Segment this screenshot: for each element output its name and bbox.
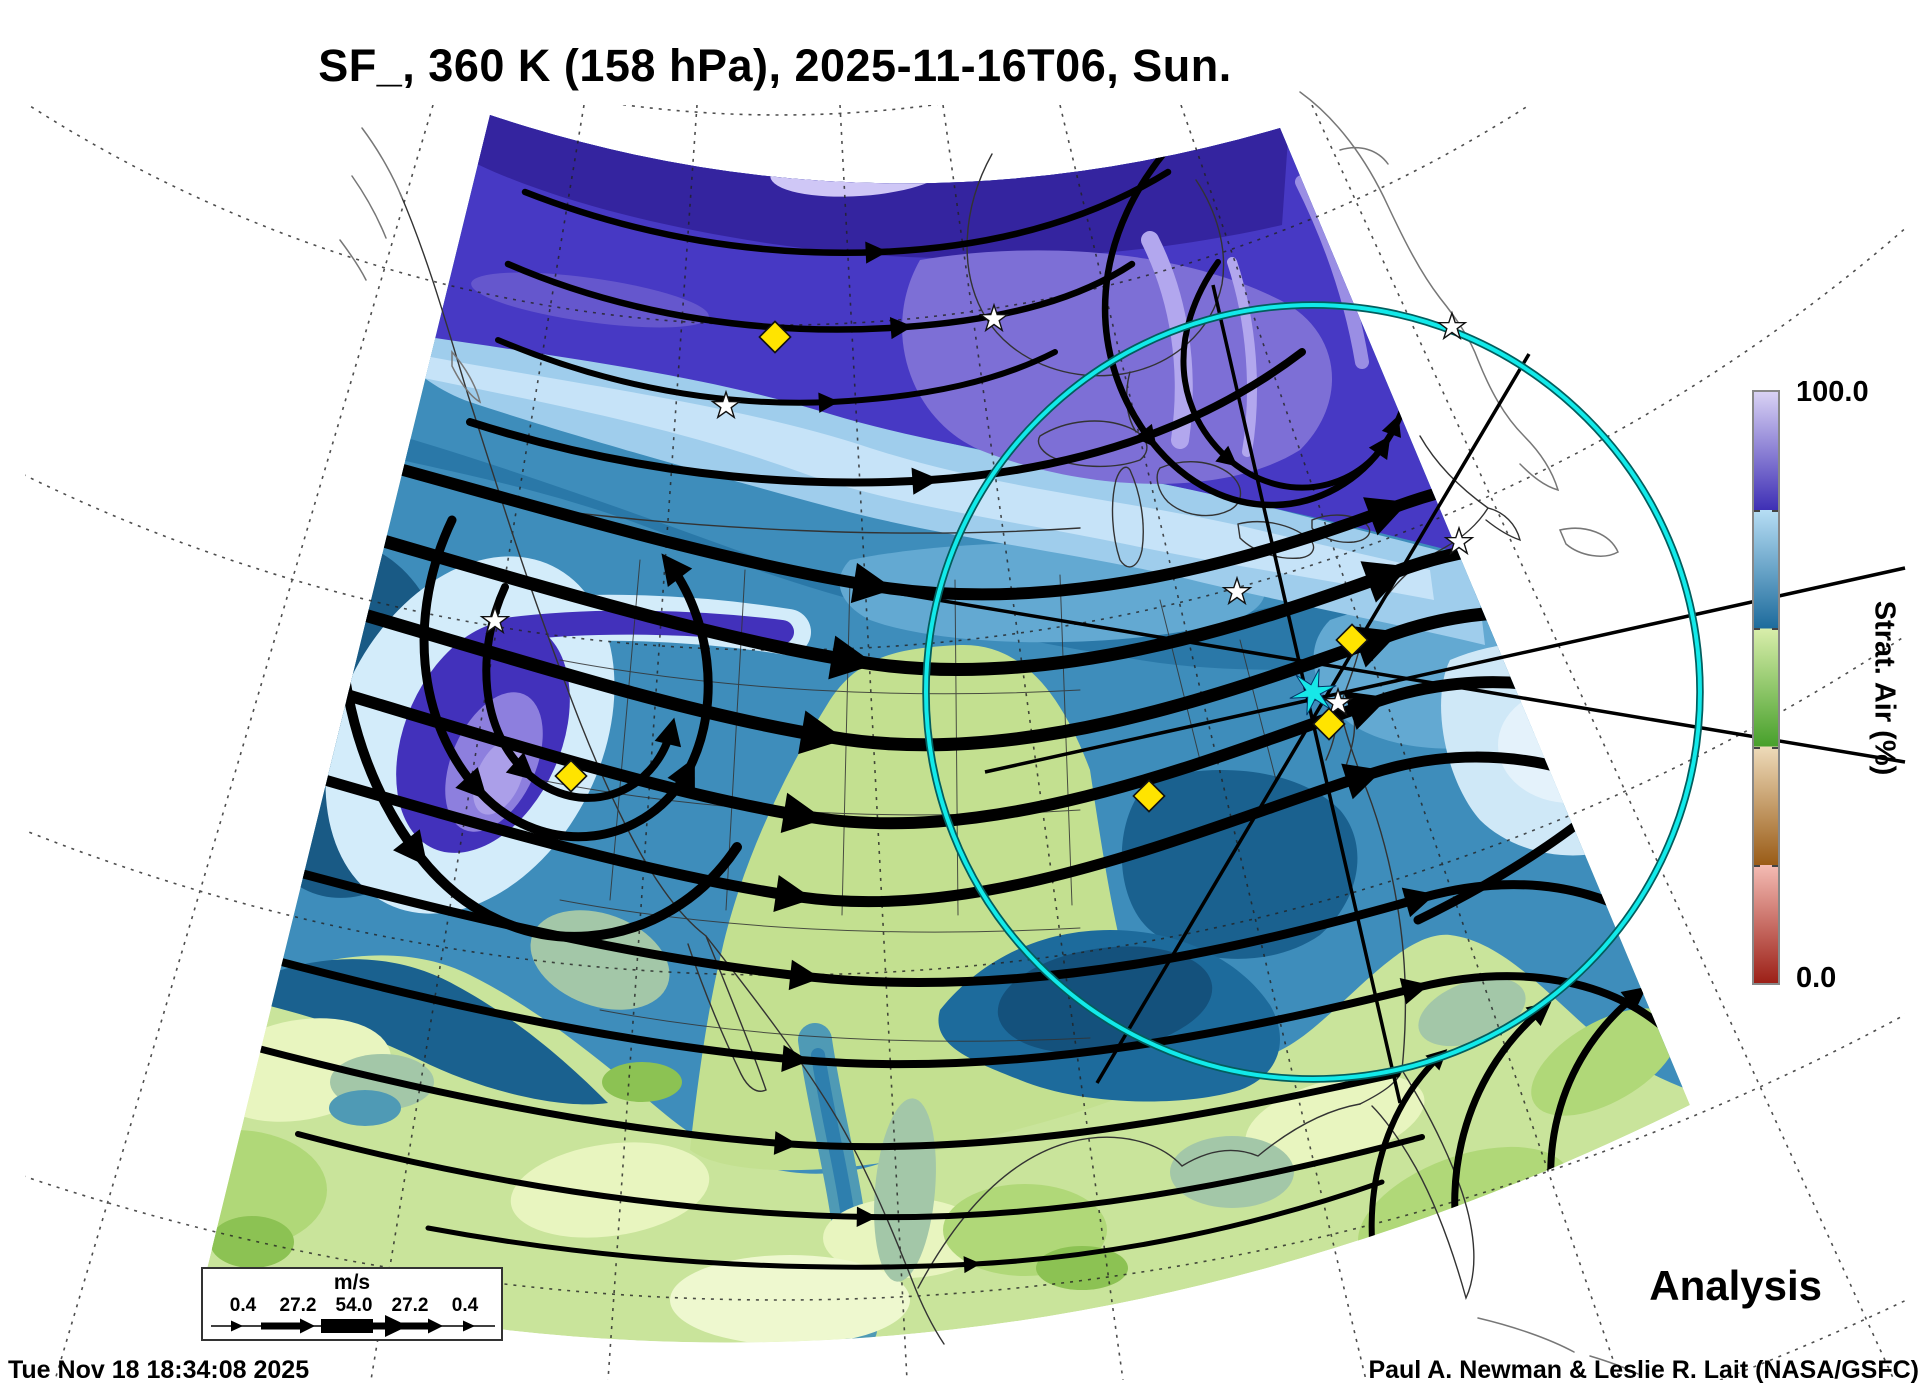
streamline — [211, 1033, 1401, 1155]
range-circle — [924, 303, 1702, 1081]
fill-green-bright-5 — [670, 1255, 910, 1343]
city-star-marker — [1443, 525, 1475, 556]
streamline-cutoff-low — [419, 515, 713, 842]
streamline-jet — [229, 748, 1690, 913]
balloon-center-star-marker — [1289, 668, 1337, 716]
fill-teal-spot-2 — [1509, 1215, 1587, 1261]
fill-green-dark-4 — [602, 1062, 682, 1102]
arrowhead-medium — [300, 1318, 315, 1334]
coast-labrador-greenland — [1299, 91, 1560, 492]
analysis-label: Analysis — [1649, 1262, 1822, 1309]
coast-nova-scotia — [1419, 435, 1521, 542]
wind-legend-value: 0.4 — [451, 1295, 479, 1316]
section-line — [984, 566, 1906, 774]
meridian-line — [839, 105, 908, 1380]
streamline — [466, 348, 1306, 495]
meridian-line — [54, 105, 434, 1380]
streamline — [521, 168, 1172, 264]
colorbar — [1752, 390, 1780, 985]
waypoint-diamond-marker — [1335, 623, 1369, 657]
credit-line: Paul A. Newman & Leslie R. Lait (NASA/GS… — [1368, 1356, 1919, 1384]
wind-legend-unit: m/s — [333, 1271, 371, 1294]
coast-mexico-west — [705, 935, 945, 1345]
city-star-marker — [1436, 310, 1468, 341]
streamline — [425, 1179, 1385, 1274]
meridian-line — [1059, 105, 1367, 1380]
streamline — [504, 260, 1136, 340]
coast-newfoundland — [1558, 527, 1619, 557]
city-star-marker — [1221, 575, 1253, 606]
fill-dark-teal-southwest — [225, 959, 608, 1105]
waypoint-diamond-marker — [1312, 707, 1346, 741]
meridian-line — [942, 105, 1124, 1380]
streamline — [295, 1131, 1425, 1227]
fill-green-mid-1 — [206, 1130, 327, 1250]
arrowhead-small — [463, 1320, 475, 1332]
section-line — [1095, 353, 1531, 1084]
fill-green-dark-1 — [210, 1216, 294, 1268]
streamline — [495, 337, 1058, 413]
colorbar-max-label: 100.0 — [1796, 376, 1869, 408]
arrowhead-medium — [428, 1318, 443, 1334]
section-line — [877, 588, 1906, 764]
arrowhead-large — [385, 1315, 408, 1337]
city-star-marker — [978, 302, 1010, 333]
fill-green-bright-2 — [510, 1142, 710, 1238]
generation-timestamp: Tue Nov 18 18:34:08 2025 — [8, 1356, 310, 1384]
coastline-outside-layer — [339, 91, 1639, 1375]
wind-legend-value: 27.2 — [391, 1295, 429, 1316]
coast-cuba — [1477, 1317, 1639, 1375]
coast-vancouver-island — [451, 350, 482, 404]
colorbar-min-label: 0.0 — [1796, 962, 1837, 994]
wind-legend-value: 54.0 — [335, 1295, 373, 1316]
streamline — [206, 933, 1690, 1073]
city-star-marker — [1322, 686, 1354, 717]
wind-scale-arrow — [211, 1315, 495, 1337]
overlay-markers-layer — [479, 284, 1906, 1104]
fill-indigo-light-left — [471, 272, 709, 328]
streamline-cutoff-low — [482, 583, 682, 802]
coast-gulf — [917, 1103, 1361, 1289]
city-star-marker — [710, 389, 742, 420]
arrowhead-small — [231, 1320, 243, 1332]
fill-teal-spot-1 — [329, 1090, 401, 1126]
waypoint-diamond-marker — [554, 759, 588, 793]
city-star-marker — [479, 604, 511, 635]
wind-speed-legend: m/s 0.4 27.2 54.0 27.2 0.4 — [201, 1267, 503, 1341]
plot-title: SF_, 360 K (158 hPa), 2025-11-16T06, Sun… — [318, 40, 1232, 91]
waypoint-diamond-marker — [1132, 779, 1166, 813]
coast-alaska — [339, 127, 403, 281]
colorbar-axis-label: Strat. Air (%) — [1868, 600, 1901, 776]
wind-legend-value: 0.4 — [229, 1295, 257, 1316]
wind-legend-value: 27.2 — [279, 1295, 317, 1316]
waypoint-diamond-marker — [758, 320, 792, 354]
